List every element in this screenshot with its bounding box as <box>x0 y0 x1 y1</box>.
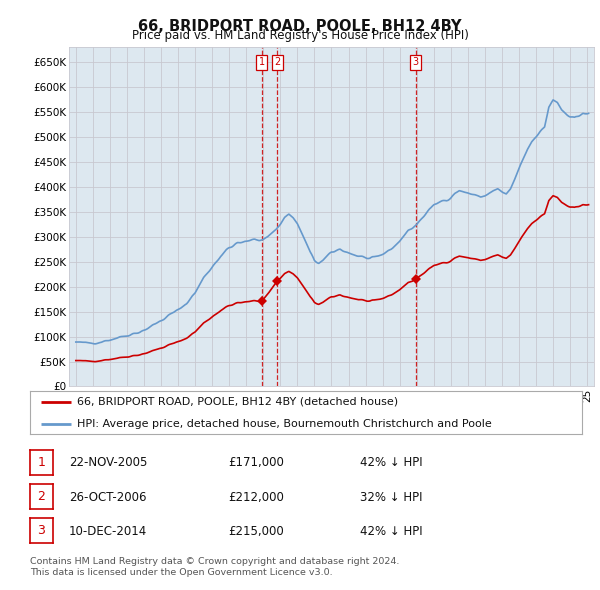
Text: 10-DEC-2014: 10-DEC-2014 <box>69 525 147 538</box>
Text: 2: 2 <box>37 490 46 503</box>
Text: 1: 1 <box>259 57 265 67</box>
Text: This data is licensed under the Open Government Licence v3.0.: This data is licensed under the Open Gov… <box>30 568 332 577</box>
Text: 22-NOV-2005: 22-NOV-2005 <box>69 456 148 470</box>
Text: 42% ↓ HPI: 42% ↓ HPI <box>360 456 422 470</box>
Text: 32% ↓ HPI: 32% ↓ HPI <box>360 490 422 504</box>
Text: 1: 1 <box>37 455 46 468</box>
Text: HPI: Average price, detached house, Bournemouth Christchurch and Poole: HPI: Average price, detached house, Bour… <box>77 419 491 430</box>
Text: 42% ↓ HPI: 42% ↓ HPI <box>360 525 422 538</box>
Text: 3: 3 <box>37 524 46 537</box>
Text: £212,000: £212,000 <box>228 490 284 504</box>
Text: 66, BRIDPORT ROAD, POOLE, BH12 4BY (detached house): 66, BRIDPORT ROAD, POOLE, BH12 4BY (deta… <box>77 397 398 407</box>
Text: 3: 3 <box>413 57 419 67</box>
Text: Price paid vs. HM Land Registry's House Price Index (HPI): Price paid vs. HM Land Registry's House … <box>131 30 469 42</box>
Text: 2: 2 <box>274 57 280 67</box>
Text: £171,000: £171,000 <box>228 456 284 470</box>
Text: 66, BRIDPORT ROAD, POOLE, BH12 4BY: 66, BRIDPORT ROAD, POOLE, BH12 4BY <box>138 19 462 34</box>
Text: Contains HM Land Registry data © Crown copyright and database right 2024.: Contains HM Land Registry data © Crown c… <box>30 558 400 566</box>
Text: 26-OCT-2006: 26-OCT-2006 <box>69 490 146 504</box>
Text: £215,000: £215,000 <box>228 525 284 538</box>
